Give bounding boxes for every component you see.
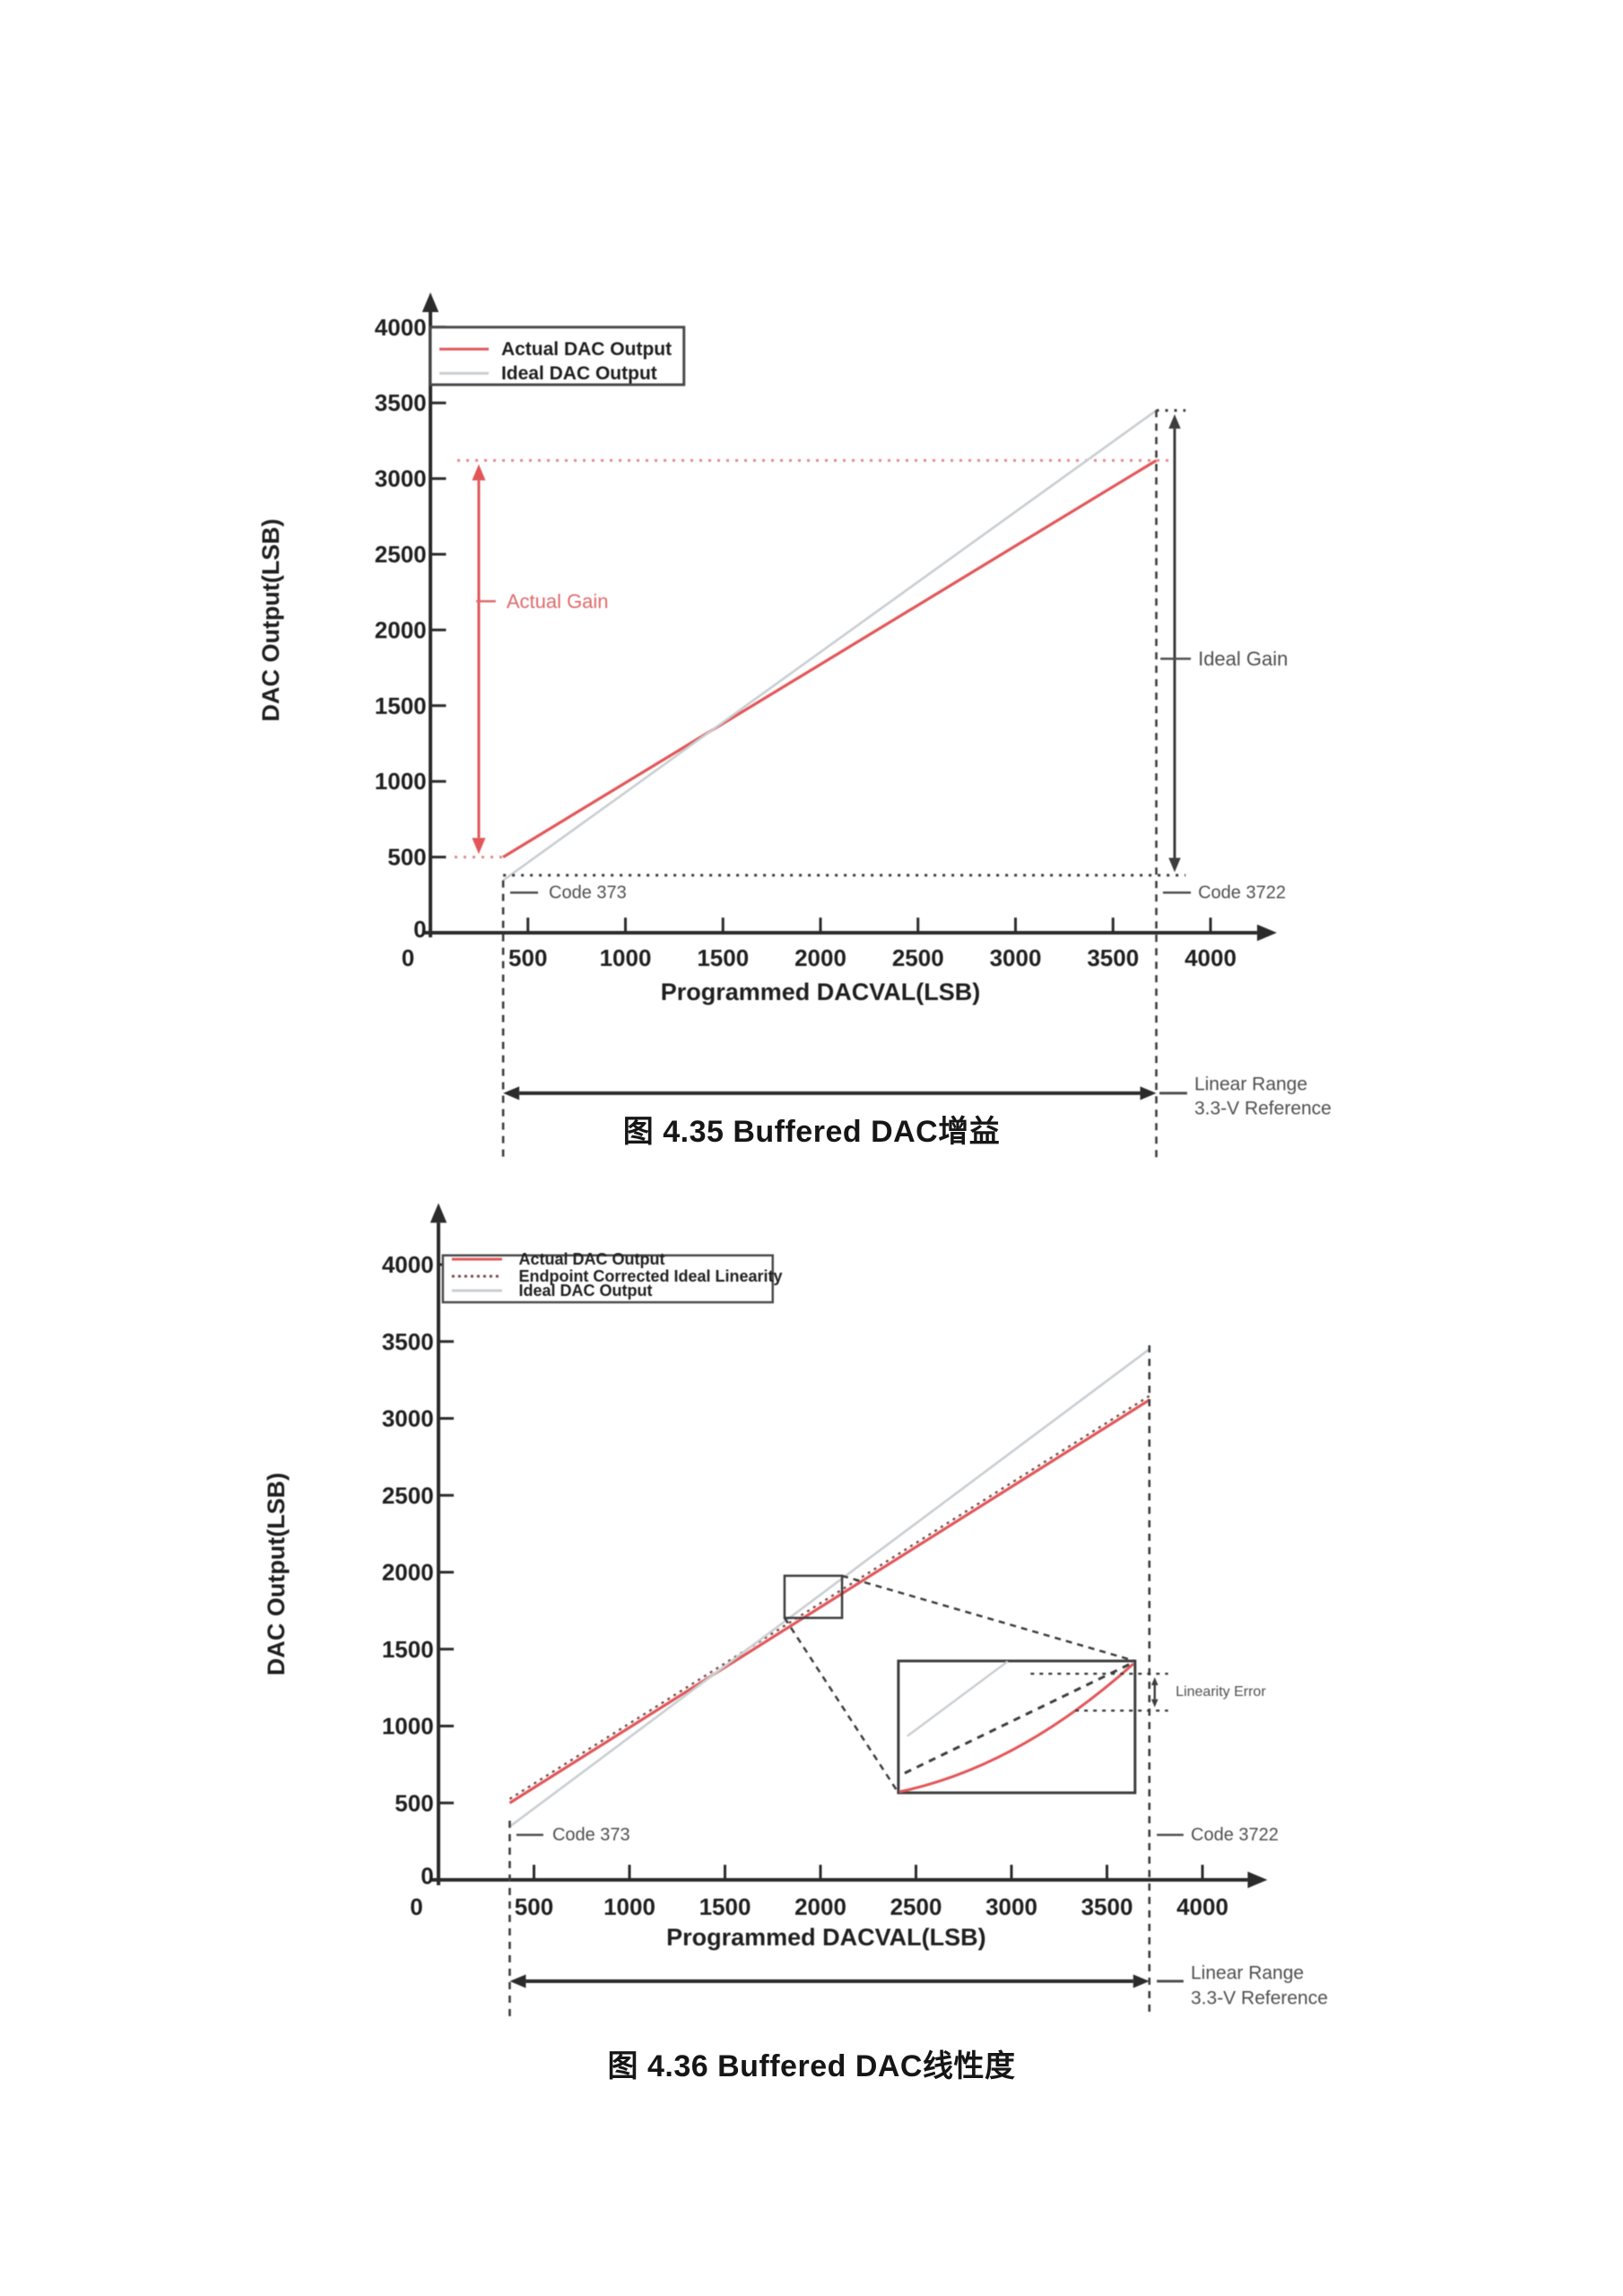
svg-text:Ideal Gain: Ideal Gain [1198, 648, 1288, 670]
svg-text:500: 500 [508, 944, 547, 971]
svg-text:Programmed DACVAL(LSB): Programmed DACVAL(LSB) [666, 1924, 986, 1951]
svg-text:3000: 3000 [985, 1893, 1037, 1920]
svg-text:2500: 2500 [382, 1482, 434, 1509]
svg-text:Code 373: Code 373 [549, 883, 627, 902]
svg-text:1500: 1500 [375, 692, 427, 719]
svg-text:1500: 1500 [382, 1636, 434, 1663]
svg-text:3000: 3000 [375, 465, 427, 492]
svg-text:3500: 3500 [382, 1328, 434, 1355]
svg-text:0: 0 [402, 944, 414, 971]
svg-text:Linear Range: Linear Range [1191, 1963, 1304, 1984]
svg-text:500: 500 [395, 1789, 433, 1816]
svg-text:1000: 1000 [382, 1713, 434, 1740]
svg-text:Actual DAC Output: Actual DAC Output [518, 1250, 664, 1268]
svg-text:Actual Gain: Actual Gain [507, 590, 609, 613]
svg-text:4000: 4000 [382, 1251, 434, 1278]
svg-text:3500: 3500 [375, 389, 427, 416]
svg-text:1000: 1000 [375, 768, 427, 795]
svg-text:1000: 1000 [600, 944, 652, 971]
svg-text:3000: 3000 [990, 944, 1042, 971]
svg-text:Code 373: Code 373 [552, 1825, 630, 1845]
svg-text:3.3-V Reference: 3.3-V Reference [1191, 1988, 1328, 2009]
figure-caption-4-36: 图 4.36 Buffered DAC线性度 [607, 2049, 1016, 2083]
svg-text:2500: 2500 [892, 944, 944, 971]
svg-text:2500: 2500 [375, 541, 427, 568]
svg-text:0: 0 [421, 1863, 433, 1890]
svg-text:Ideal DAC Output: Ideal DAC Output [501, 363, 657, 384]
svg-text:2000: 2000 [382, 1559, 434, 1586]
svg-text:0: 0 [413, 916, 426, 943]
svg-text:Actual DAC Output: Actual DAC Output [501, 339, 672, 360]
svg-text:1500: 1500 [699, 1893, 751, 1920]
svg-text:DAC Output(LSB): DAC Output(LSB) [263, 1473, 290, 1675]
svg-text:3.3-V Reference: 3.3-V Reference [1194, 1098, 1332, 1118]
svg-text:Linearity Error: Linearity Error [1176, 1684, 1266, 1700]
svg-text:2500: 2500 [890, 1893, 942, 1920]
svg-text:1000: 1000 [603, 1893, 655, 1920]
svg-text:2000: 2000 [794, 1893, 846, 1920]
svg-text:Programmed DACVAL(LSB): Programmed DACVAL(LSB) [661, 978, 981, 1005]
svg-text:2000: 2000 [794, 944, 846, 971]
svg-text:Code 3722: Code 3722 [1198, 883, 1286, 902]
svg-text:Linear Range: Linear Range [1194, 1074, 1307, 1094]
svg-text:DAC Output(LSB): DAC Output(LSB) [257, 518, 284, 721]
svg-text:Endpoint Corrected Ideal Linea: Endpoint Corrected Ideal Linearity [518, 1267, 782, 1285]
svg-text:Ideal DAC Output: Ideal DAC Output [518, 1282, 652, 1300]
svg-text:500: 500 [387, 844, 426, 871]
svg-text:500: 500 [515, 1893, 553, 1920]
svg-text:4000: 4000 [1176, 1893, 1228, 1920]
svg-text:0: 0 [410, 1893, 422, 1920]
svg-text:3000: 3000 [382, 1405, 434, 1432]
svg-text:1500: 1500 [697, 944, 749, 971]
figure-caption-4-35: 图 4.35 Buffered DAC增益 [622, 1115, 1001, 1149]
svg-text:Code 3722: Code 3722 [1191, 1825, 1279, 1845]
svg-text:4000: 4000 [375, 314, 427, 341]
svg-text:3500: 3500 [1081, 1893, 1133, 1920]
svg-text:4000: 4000 [1185, 944, 1237, 971]
svg-text:2000: 2000 [375, 616, 427, 643]
svg-text:3500: 3500 [1087, 944, 1139, 971]
